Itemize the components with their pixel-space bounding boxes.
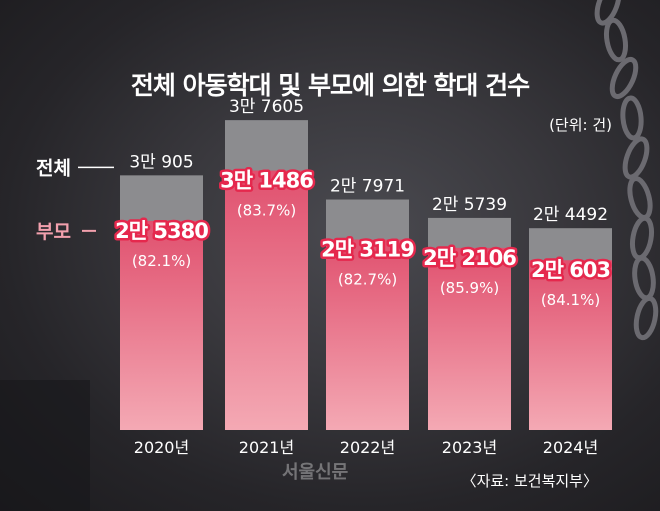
unit-label: (단위: 건) bbox=[549, 116, 612, 134]
year-tick-label: 2022년 bbox=[340, 438, 395, 457]
parent-bar bbox=[428, 247, 511, 430]
chart-title: 전체 아동학대 및 부모에 의한 학대 건수 bbox=[130, 71, 530, 100]
chain-link bbox=[603, 17, 629, 63]
total-value-label: 2만 5739 bbox=[432, 195, 507, 215]
parent-value-label: 2만 5380 bbox=[115, 219, 208, 243]
source-label: 〈자료: 보건복지부〉 bbox=[461, 472, 598, 490]
legend-parent-label: 부모 bbox=[36, 221, 71, 243]
year-tick-label: 2023년 bbox=[442, 438, 497, 457]
parent-bar bbox=[225, 170, 308, 430]
chain-link bbox=[633, 295, 659, 341]
parent-bar bbox=[529, 260, 612, 430]
percent-label: (83.7%) bbox=[237, 202, 296, 220]
parent-value-label: 3만 1486 bbox=[220, 169, 313, 193]
total-value-label: 2만 4492 bbox=[533, 205, 608, 225]
parent-bar bbox=[120, 220, 203, 430]
year-tick-label: 2024년 bbox=[543, 438, 598, 457]
total-value-label: 3만 7605 bbox=[229, 97, 304, 117]
year-tick-label: 2020년 bbox=[134, 438, 189, 457]
percent-label: (85.9%) bbox=[440, 279, 499, 297]
chain-link bbox=[622, 136, 650, 180]
shadow-decoration bbox=[0, 380, 90, 511]
percent-label: (82.7%) bbox=[338, 270, 397, 288]
parent-value-label: 2만 3119 bbox=[321, 237, 414, 261]
chain-link bbox=[594, 0, 622, 26]
percent-label: (82.1%) bbox=[132, 252, 191, 270]
parent-bar bbox=[326, 239, 409, 430]
parent-value-label: 2만 603 bbox=[531, 258, 610, 282]
year-tick-label: 2021년 bbox=[239, 438, 294, 457]
watermark: 서울신문 bbox=[282, 462, 349, 483]
percent-label: (84.1%) bbox=[541, 291, 600, 309]
parent-value-label: 2만 2106 bbox=[423, 246, 516, 270]
legend-total-label: 전체 bbox=[36, 157, 71, 179]
chain-link bbox=[609, 56, 639, 100]
total-value-label: 3만 905 bbox=[129, 152, 193, 172]
total-value-label: 2만 7971 bbox=[330, 177, 405, 197]
chain-link bbox=[620, 95, 644, 141]
